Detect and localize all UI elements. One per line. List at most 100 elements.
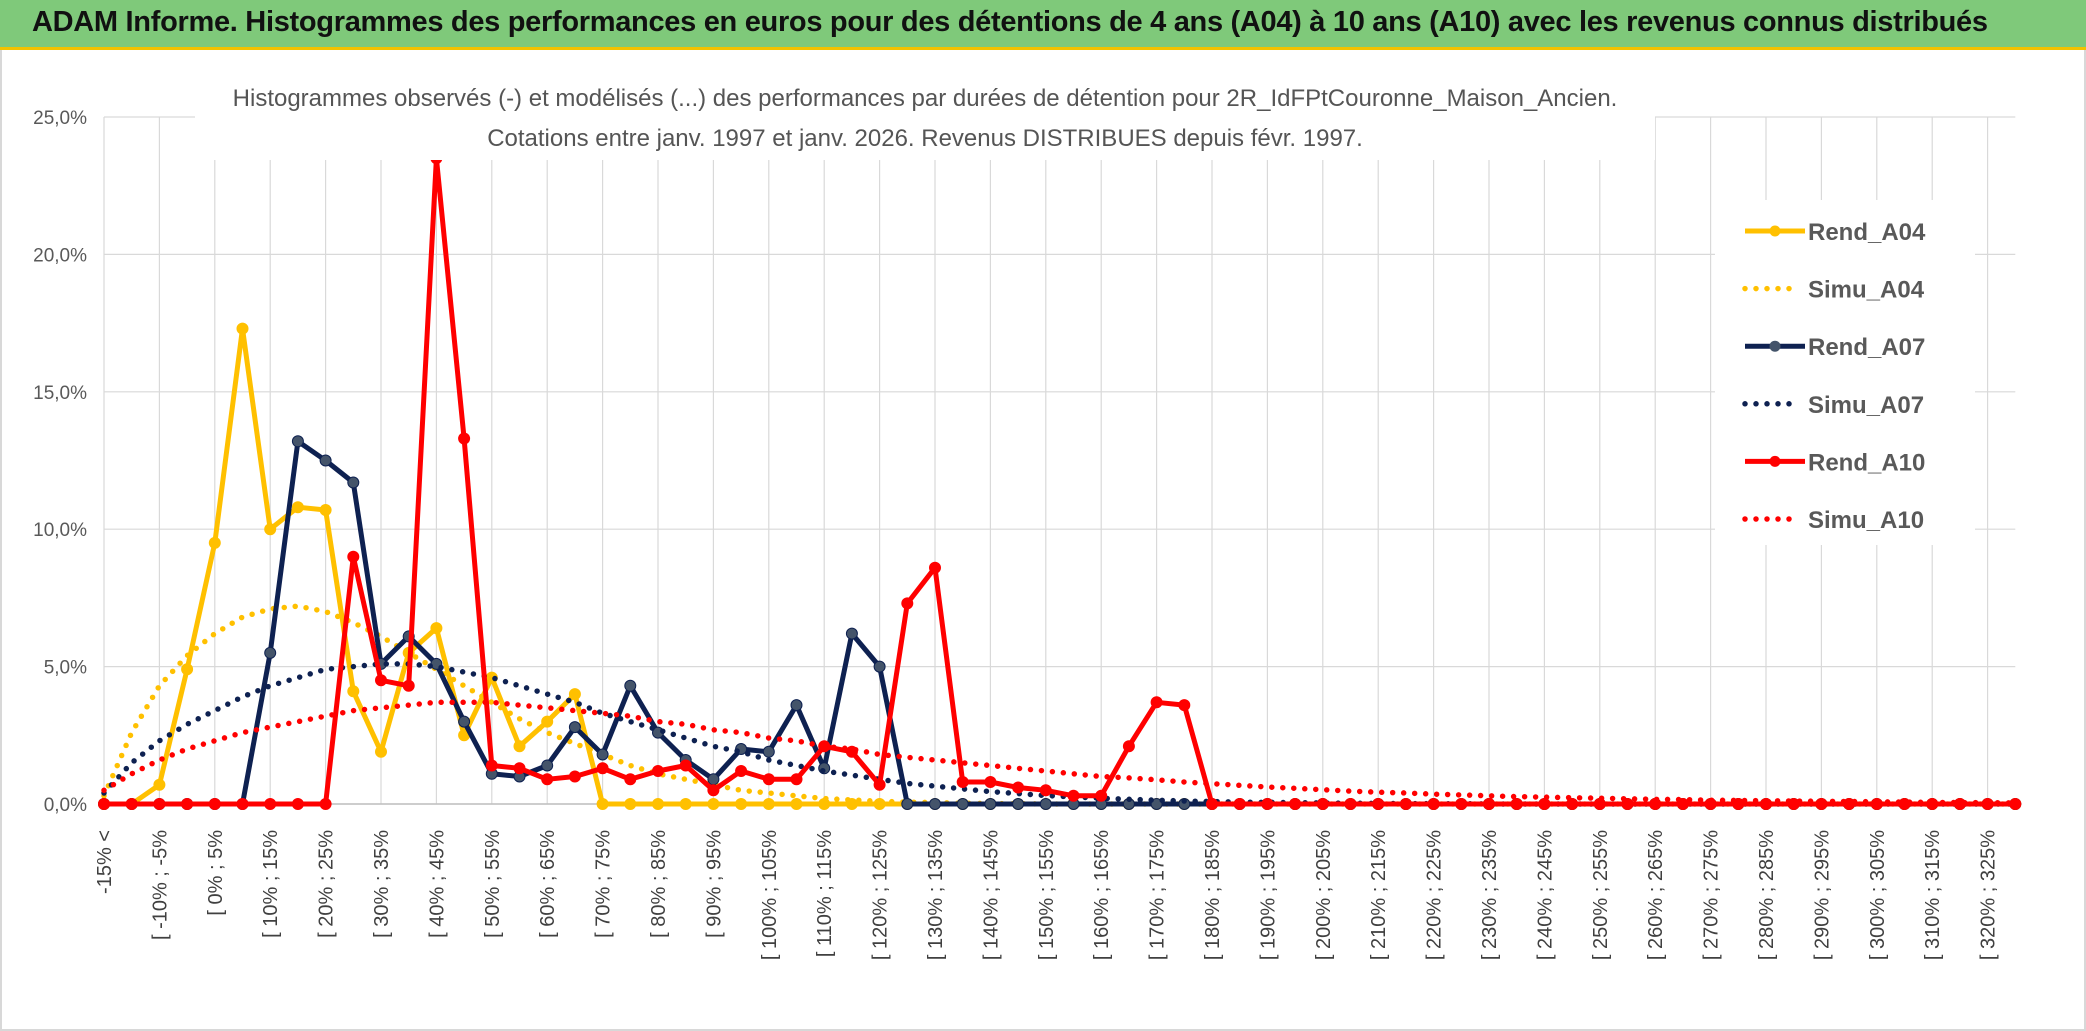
data-point [291,435,304,448]
y-tick-label: 20,0% [33,245,87,266]
legend-marker [1769,455,1781,467]
data-point [873,660,886,673]
data-point [624,798,637,810]
data-point [1039,798,1052,810]
x-tick-label: [ 80% ; 85% [648,830,670,938]
x-tick-label: [ 160% ; 165% [1091,830,1113,960]
data-point [541,773,554,786]
legend-item-Rend_A04: Rend_A04 [1745,219,1926,246]
x-tick-label: [ 260% ; 265% [1645,830,1667,960]
y-tick-label: 0,0% [44,795,87,816]
data-point [956,798,969,810]
data-point [319,798,332,810]
x-tick-label: [ 0% ; 5% [205,830,227,916]
x-tick-label: [ 250% ; 255% [1590,830,1612,960]
data-point [956,776,969,788]
x-tick-label: [ 60% ; 65% [537,830,559,938]
data-point [596,748,609,761]
data-point [375,674,387,687]
data-point [762,798,775,810]
data-point [652,798,664,810]
x-tick-label: [ 100% ; 105% [759,830,781,960]
data-point [402,679,415,692]
series-line [101,661,2019,807]
x-tick-label: [ 50% ; 55% [482,830,504,938]
data-point [347,550,360,563]
data-point [762,773,775,786]
data-point [652,765,664,777]
data-point [929,561,941,574]
data-point [1178,699,1191,712]
legend-label: Rend_A10 [1808,449,1925,476]
data-point [1621,798,1634,810]
x-tick-label: -15% < [94,830,116,894]
x-tick-label: [ 30% ; 35% [371,830,393,938]
y-axis: 0,0% 5,0% 10,0% 15,0% 20,0% 25,0% [33,108,87,816]
x-tick-label: [ 190% ; 195% [1257,830,1279,960]
data-point [707,798,720,810]
data-point [790,699,803,712]
series-Simu_A07 [101,661,2019,807]
legend-item-Rend_A10: Rend_A10 [1745,449,1925,476]
y-tick-label: 10,0% [33,520,87,541]
legend-item-Simu_A07: Simu_A07 [1742,392,1924,419]
legend: Rend_A04 Simu_A04 Rend_A07 Simu_A07 Rend_A10… [1715,200,1975,545]
legend-label: Simu_A04 [1808,277,1925,304]
data-point [264,798,277,810]
data-point [984,798,997,810]
series-layer [98,152,2022,810]
x-tick-label: [ 270% ; 275% [1701,830,1723,960]
chart-titles: Histogrammes observés (-) et modélisés (… [195,78,1655,160]
x-tick-label: [ 130% ; 135% [925,830,947,960]
data-point [513,740,526,753]
x-tick-label: [ 20% ; 25% [316,830,338,938]
x-tick-label: [ -10% ; -5% [149,830,171,940]
data-point [707,773,720,786]
data-point [735,798,748,810]
data-point [1012,781,1025,794]
legend-background [1715,200,1975,545]
y-tick-label: 25,0% [33,108,87,129]
x-tick-label: [ 220% ; 225% [1424,830,1446,960]
data-point [873,778,886,791]
data-point [125,798,138,810]
x-axis: -15% < [ -10% ; -5% [ 0% ; 5% [ 10% ; 15% [ … [94,803,2016,960]
data-point [1012,798,1025,810]
data-point [1150,696,1163,709]
title-banner: ADAM Informe. Histogrammes des performan… [0,0,2086,50]
data-point [596,798,609,810]
data-point [1566,798,1579,810]
data-point [568,770,581,783]
data-point [181,798,194,810]
data-point [624,679,637,692]
data-point [1427,798,1440,810]
x-tick-label: [ 280% ; 285% [1756,830,1778,960]
data-point [541,759,554,772]
data-point [541,715,554,728]
data-point [1483,798,1495,810]
data-point [291,798,304,810]
chart-title: Histogrammes observés (-) et modélisés (… [233,85,1618,112]
data-point [264,523,277,536]
banner-title: ADAM Informe. Histogrammes des performan… [32,6,1988,38]
data-point [596,762,609,775]
y-tick-label: 15,0% [33,383,87,404]
data-point [347,685,360,698]
legend-item-Simu_A04: Simu_A04 [1742,277,1925,304]
data-point [1344,798,1357,810]
legend-marker [1769,225,1781,237]
data-point [1289,798,1302,810]
series-line [101,603,2019,807]
x-tick-label: [ 150% ; 155% [1036,830,1058,960]
data-point [458,715,471,728]
data-point [790,798,803,810]
data-point [901,597,914,610]
data-point [679,798,692,810]
legend-label: Rend_A07 [1808,334,1925,361]
data-point [1510,798,1523,810]
data-point [1233,798,1246,810]
x-tick-label: [ 90% ; 95% [703,830,725,938]
series-Simu_A04 [101,603,2019,807]
legend-marker [1769,340,1781,352]
